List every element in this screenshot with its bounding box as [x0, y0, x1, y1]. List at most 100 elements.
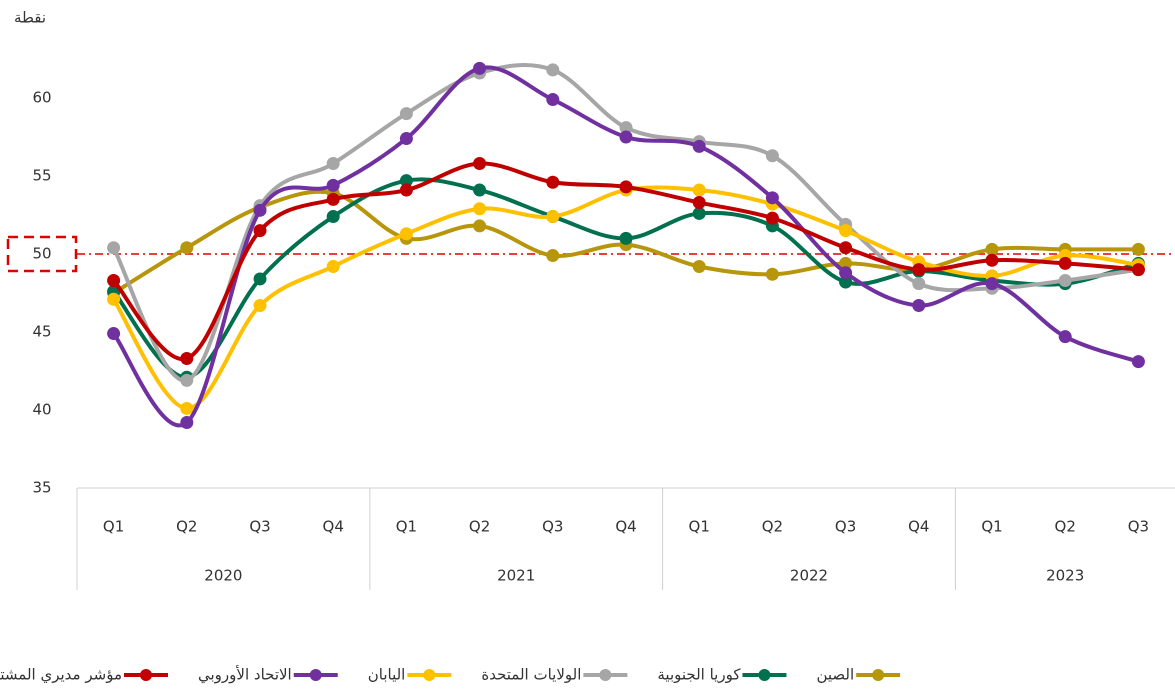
series-line	[111, 177, 1141, 380]
point-marker	[912, 277, 926, 291]
point-marker	[692, 259, 706, 273]
legend-label: كوريا الجنوبية	[657, 666, 741, 684]
legend-marker	[309, 669, 322, 681]
point-marker	[473, 61, 487, 75]
point-marker	[1058, 274, 1072, 288]
point-marker	[839, 241, 853, 255]
point-marker	[1131, 355, 1145, 369]
point-marker	[326, 178, 340, 192]
point-marker	[546, 210, 560, 224]
point-marker	[107, 327, 121, 341]
x-tick-label: Q1	[103, 518, 124, 536]
point-marker	[326, 157, 340, 171]
point-marker	[473, 183, 487, 197]
point-marker	[326, 210, 340, 224]
point-marker	[1058, 256, 1072, 270]
series-line	[111, 161, 1141, 361]
series-line	[111, 185, 1141, 411]
legend-label: الاتحاد الأوروبي	[198, 665, 292, 685]
legend-marker	[599, 669, 612, 681]
point-marker	[1131, 242, 1145, 256]
point-marker	[985, 242, 999, 256]
point-marker	[692, 183, 706, 197]
point-marker	[546, 93, 560, 107]
x-tick-label: Q2	[762, 518, 783, 536]
point-marker	[399, 227, 413, 241]
point-marker	[473, 157, 487, 171]
point-marker	[692, 196, 706, 210]
x-tick-label: Q1	[689, 518, 710, 536]
point-marker	[839, 224, 853, 238]
point-marker	[619, 121, 633, 135]
x-tick-label: Q4	[615, 518, 636, 536]
point-marker	[107, 274, 121, 288]
point-marker	[180, 352, 194, 366]
point-marker	[180, 401, 194, 415]
point-marker	[1058, 330, 1072, 344]
point-marker	[619, 180, 633, 194]
point-marker	[692, 206, 706, 220]
series-line	[111, 189, 1141, 295]
point-marker	[399, 107, 413, 121]
point-marker	[765, 149, 779, 163]
x-tick-label: Q3	[1128, 518, 1149, 536]
y-tick-label: 35	[32, 479, 51, 497]
point-marker	[839, 256, 853, 270]
x-tick-label: Q2	[176, 518, 197, 536]
x-tick-label: Q3	[249, 518, 270, 536]
point-marker	[180, 241, 194, 255]
point-marker	[765, 211, 779, 225]
point-marker	[985, 253, 999, 267]
point-marker	[253, 298, 267, 312]
y-tick-label: 45	[32, 323, 51, 341]
point-marker	[107, 292, 121, 306]
legend-marker	[758, 669, 771, 681]
legend-marker	[423, 669, 436, 681]
legend-marker	[872, 669, 885, 681]
x-tick-label: Q3	[542, 518, 563, 536]
x-tick-label: Q1	[396, 518, 417, 536]
point-marker	[839, 266, 853, 280]
point-marker	[399, 174, 413, 188]
point-marker	[107, 241, 121, 255]
legend-label: الصين	[816, 666, 854, 684]
point-marker	[619, 231, 633, 245]
x-group-label: 2022	[790, 567, 828, 585]
legend-label: اليابان	[368, 666, 406, 684]
point-marker	[326, 259, 340, 273]
point-marker	[253, 203, 267, 217]
y-tick-label: 50	[32, 245, 51, 263]
x-tick-label: Q3	[835, 518, 856, 536]
x-group-label: 2020	[204, 567, 242, 585]
point-marker	[180, 415, 194, 429]
series-line	[111, 65, 1141, 428]
point-marker	[326, 192, 340, 206]
point-marker	[399, 132, 413, 146]
point-marker	[473, 202, 487, 216]
point-marker	[253, 224, 267, 238]
point-marker	[839, 275, 853, 289]
y-tick-label: 60	[32, 89, 51, 107]
x-tick-label: Q4	[908, 518, 929, 536]
point-marker	[765, 191, 779, 205]
point-marker	[546, 63, 560, 77]
y-axis-label: نقطة	[14, 9, 46, 27]
x-tick-label: Q2	[469, 518, 490, 536]
y-tick-label: 55	[32, 167, 51, 185]
y-tick-label: 40	[32, 401, 51, 419]
x-group-label: 2023	[1046, 567, 1084, 585]
point-marker	[985, 277, 999, 291]
legend-label: الولايات المتحدة	[481, 666, 581, 684]
point-marker	[180, 373, 194, 387]
point-marker	[253, 272, 267, 286]
x-tick-label: Q4	[323, 518, 344, 536]
x-tick-label: Q2	[1055, 518, 1076, 536]
point-marker	[765, 267, 779, 281]
x-tick-label: Q1	[981, 518, 1002, 536]
point-marker	[912, 263, 926, 277]
point-marker	[546, 249, 560, 263]
highlight-box	[6, 235, 78, 273]
point-marker	[1131, 263, 1145, 277]
x-group-label: 2021	[497, 567, 535, 585]
